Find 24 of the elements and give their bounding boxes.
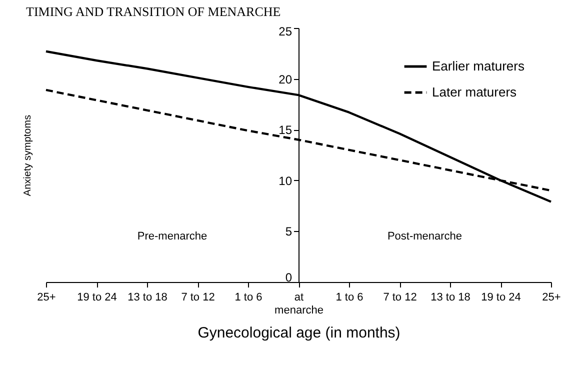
annotation: Post-menarche — [387, 230, 462, 242]
x-axis-title: Gynecological age (in months) — [198, 324, 400, 342]
y-tick-label: 25 — [278, 24, 292, 38]
legend-label: Later maturers — [432, 84, 518, 100]
x-tick-label: 1 to 6 — [234, 292, 262, 304]
y-axis-title: Anxiety symptoms — [22, 114, 34, 196]
y-tick-label: 0 — [285, 270, 292, 284]
x-tick-label: 13 to 18 — [128, 292, 168, 304]
chart-title: TIMING AND TRANSITION OF MENARCHE — [26, 4, 281, 19]
x-tick-label: at menarche — [274, 292, 324, 316]
x-tick-label: 1 to 6 — [336, 292, 364, 304]
y-tick-label: 10 — [278, 174, 292, 188]
x-tick-label: 7 to 12 — [181, 292, 215, 304]
x-tick-label: 19 to 24 — [481, 292, 521, 304]
y-tick-label: 15 — [278, 123, 292, 138]
x-tick-label: 25+ — [37, 292, 56, 304]
x-tick-label: 19 to 24 — [77, 292, 117, 304]
y-tick-label: 5 — [285, 224, 292, 239]
annotation: Pre-menarche — [137, 230, 208, 242]
x-tick-label: 7 to 12 — [383, 292, 417, 304]
legend-label: Earlier maturers — [432, 58, 525, 74]
x-tick-label: 25+ — [542, 292, 561, 304]
x-tick-label: 13 to 18 — [430, 292, 470, 304]
y-tick-label: 20 — [278, 72, 292, 86]
